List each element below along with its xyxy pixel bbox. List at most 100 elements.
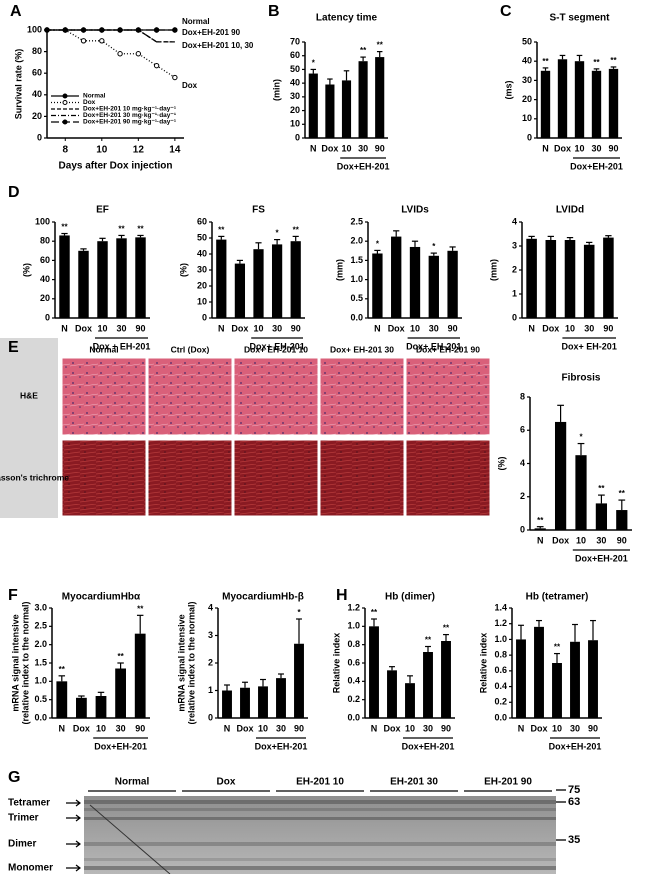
x-tick-label: N	[537, 535, 544, 545]
significance-label: **	[293, 226, 300, 235]
y-tick-label: 0.8	[494, 650, 507, 660]
chart-title: MyocardiumHbα	[62, 592, 141, 603]
bar	[325, 84, 335, 138]
series-line	[47, 29, 176, 79]
y-tick-label: 0.0	[350, 312, 363, 322]
blot-band-label: Tetramer	[8, 798, 50, 809]
y-tick-label: 100	[27, 24, 42, 34]
micrograph-he	[405, 357, 491, 436]
histology-column-label: Dox+ EH-201 10	[244, 344, 308, 354]
y-tick-label: 40	[290, 78, 300, 88]
x-tick-label: 90	[588, 723, 598, 733]
bar	[540, 70, 551, 138]
chart-title: S-T segment	[549, 13, 610, 24]
bar	[253, 249, 264, 318]
y-tick-label: 0.6	[347, 657, 360, 667]
x-tick-label: Dox	[383, 723, 400, 733]
bar	[552, 663, 562, 718]
significance-label: **	[542, 57, 549, 66]
series-marker	[62, 27, 68, 33]
x-tick-label: 30	[276, 723, 286, 733]
chart-title: FS	[252, 205, 265, 216]
y-axis-label: Relative index	[478, 633, 488, 694]
y-tick-label: 2.5	[350, 216, 363, 226]
micrograph-he	[319, 357, 405, 436]
chart-title: Latency time	[316, 13, 378, 24]
significance-label: **	[537, 516, 544, 525]
bar	[375, 57, 385, 139]
x-tick-label: 90	[135, 323, 145, 333]
x-tick-label: 90	[291, 323, 301, 333]
x-axis-label: Days after Dox injection	[59, 161, 173, 172]
legend-label: Dox	[83, 99, 96, 106]
significance-label: *	[579, 433, 583, 442]
legend-label: Normal	[83, 93, 106, 100]
y-axis-label: (mm)	[488, 259, 498, 281]
bar	[115, 668, 126, 718]
chart-title: LVIDs	[401, 205, 429, 216]
y-tick-label: 0	[527, 132, 532, 142]
y-tick-label: 1.2	[347, 602, 360, 612]
bar	[608, 68, 619, 138]
x-tick-label: 30	[429, 323, 439, 333]
x-tick-label: 30	[584, 323, 594, 333]
x-tick-label: Dox	[73, 723, 90, 733]
significance-label: **	[61, 223, 68, 232]
blot-image	[84, 796, 556, 875]
significance-label: **	[598, 484, 605, 493]
x-tick-label: Dox	[530, 723, 547, 733]
significance-label: *	[432, 242, 436, 251]
bar	[234, 263, 246, 318]
x-tick-label: 8	[62, 145, 68, 156]
x-tick-label: Dox	[231, 323, 248, 333]
blot-arrow	[66, 864, 81, 872]
y-tick-label: 20	[197, 280, 207, 290]
y-tick-label: 8	[520, 391, 525, 401]
bar	[76, 697, 87, 718]
y-tick-label: 3.0	[34, 602, 47, 612]
y-tick-label: 40	[522, 56, 532, 66]
x-tick-label: N	[61, 323, 68, 333]
x-tick-label: Dox	[75, 323, 92, 333]
panel-label: G	[8, 769, 20, 786]
y-tick-label: 1.2	[494, 618, 507, 628]
y-tick-label: 2	[520, 491, 525, 501]
y-tick-label: 30	[197, 264, 207, 274]
y-axis-label: Survival rate (%)	[13, 49, 23, 120]
x-tick-label: 30	[358, 143, 368, 153]
group-label: Dox+ EH-201	[406, 341, 461, 351]
bar	[588, 640, 598, 718]
chart-title: EF	[96, 205, 109, 216]
y-tick-label: 0.2	[347, 694, 360, 704]
y-tick-label: 0	[45, 312, 50, 322]
x-tick-label: 10	[341, 143, 351, 153]
x-tick-label: 10	[96, 145, 108, 156]
x-tick-label: Dox	[321, 143, 338, 153]
x-tick-label: N	[542, 143, 549, 153]
series-marker	[153, 27, 160, 33]
blot-band-label: Dimer	[8, 839, 36, 850]
y-tick-label: 20	[32, 111, 42, 121]
y-tick-label: 4	[520, 458, 525, 468]
x-tick-label: N	[518, 723, 525, 733]
y-tick-label: 80	[32, 46, 42, 56]
bar	[95, 696, 107, 718]
y-tick-label: 0	[202, 312, 207, 322]
histology-column-label: Normal	[89, 344, 118, 354]
significance-label: **	[425, 636, 432, 645]
bar	[240, 687, 250, 718]
legend-marker	[62, 93, 68, 99]
bar	[78, 250, 89, 318]
x-tick-label: 10	[97, 323, 107, 333]
series-marker	[117, 27, 123, 33]
bar	[603, 237, 614, 318]
bar	[276, 678, 286, 718]
group-label: Dox+EH-201	[337, 161, 390, 171]
x-tick-label: N	[371, 723, 378, 733]
bar	[526, 238, 537, 318]
significance-label: **	[371, 608, 378, 617]
y-tick-label: 60	[197, 216, 207, 226]
x-tick-label: 10	[410, 323, 420, 333]
histology-column-label: Dox+ EH-201 30	[330, 344, 394, 354]
